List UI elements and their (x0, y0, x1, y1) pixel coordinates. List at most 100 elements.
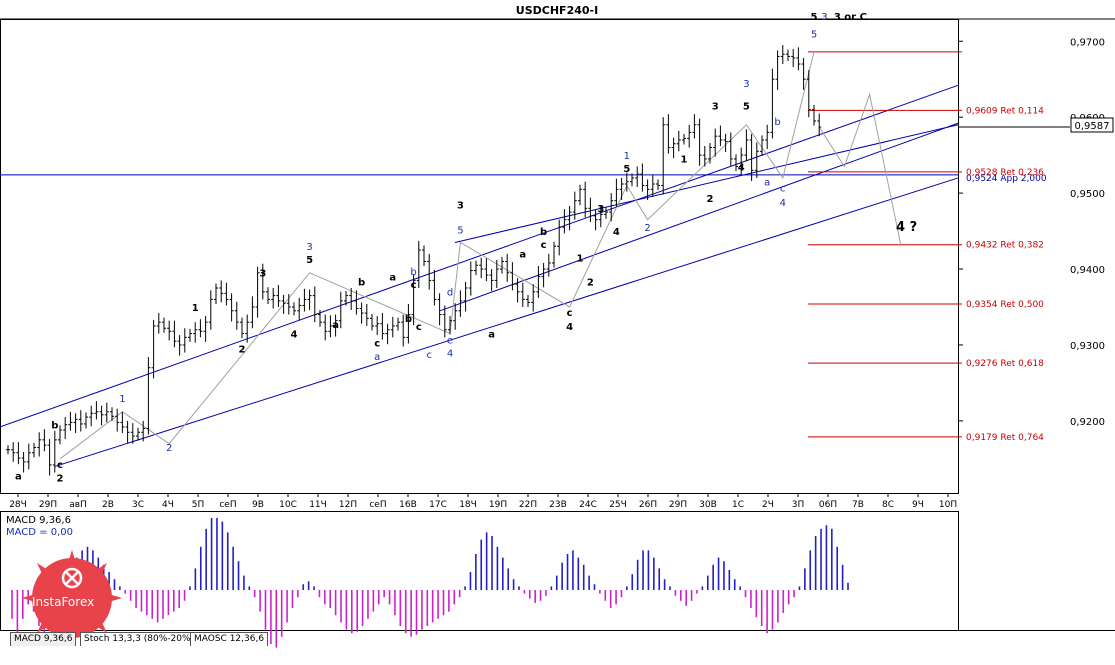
time-tick-label: 9Ч (912, 500, 924, 510)
candle (479, 257, 484, 279)
candle (432, 269, 437, 306)
candle (760, 135, 764, 156)
wave-label: 2 (587, 278, 594, 289)
candle (390, 316, 395, 338)
forecast-label: 4 ? (896, 220, 917, 235)
candle (359, 302, 364, 324)
wave-label: e (447, 335, 453, 346)
candle (349, 288, 354, 311)
candle (318, 310, 322, 327)
candle (37, 432, 42, 457)
candle (437, 293, 442, 326)
candle (593, 209, 598, 231)
time-tick-label: 24С (579, 500, 597, 510)
time-tick-label: 22П (519, 500, 537, 510)
time-tick-label: 7В (852, 500, 864, 510)
candle (817, 113, 822, 137)
wave-label: 1 (192, 303, 199, 314)
candle (609, 193, 614, 222)
candle (63, 417, 68, 440)
candle (702, 146, 707, 167)
candle (588, 197, 593, 222)
wave-label: 4 (291, 329, 298, 340)
candle (354, 290, 359, 315)
wave-label: a (389, 272, 396, 283)
wave-label: 1 (119, 394, 125, 405)
candle (718, 125, 723, 147)
wave-label: 3 (743, 79, 749, 90)
candle (141, 420, 146, 442)
candle (687, 124, 692, 148)
fib-level-label: 0,9276 Ret 0,618 (966, 359, 1044, 369)
wave-label: 2 (239, 345, 246, 356)
candle (650, 174, 655, 197)
candle (375, 316, 380, 336)
candle (489, 269, 494, 292)
wave-label: a (374, 352, 380, 363)
candle (765, 124, 770, 150)
indicator-tab[interactable]: MAOSC 12,36,6 (190, 632, 269, 646)
candle (188, 329, 192, 342)
candle (552, 241, 556, 268)
wave-label: b (540, 227, 547, 238)
candle (619, 177, 624, 200)
wave-label: c (426, 350, 432, 361)
candle (89, 405, 94, 427)
time-tick-label: 10П (939, 500, 957, 510)
candle (484, 258, 489, 282)
wave-label: 3 (306, 242, 312, 253)
indicator-tab[interactable]: MACD 9,36,6 (10, 632, 77, 646)
candle (515, 278, 520, 303)
wave-label: b (358, 278, 365, 289)
channel-lines (0, 84, 959, 467)
candle (328, 315, 333, 338)
macd-label-title: MACD 9,36,6 (6, 515, 71, 526)
candle (614, 178, 619, 207)
candle (578, 184, 582, 206)
time-tick-label: сеП (369, 500, 386, 510)
time-tick-label: авП (69, 500, 87, 510)
time-tick-label: 25Ч (609, 500, 627, 510)
wave-label: 3 or C (834, 12, 867, 23)
candle (546, 253, 551, 277)
candle (708, 142, 712, 164)
wave-label: 2 (166, 443, 172, 454)
candle (401, 314, 406, 347)
wave-label: 3 (597, 204, 604, 215)
wave-label: c (416, 322, 422, 333)
candle (406, 303, 411, 344)
time-tick-label: 17С (429, 500, 447, 510)
candle (557, 219, 562, 256)
candle (42, 429, 47, 452)
candle (364, 303, 369, 326)
candle (104, 402, 109, 423)
wave-label: a (764, 178, 770, 189)
projection-lines (59, 51, 902, 460)
candle (474, 260, 478, 276)
candle (302, 288, 307, 312)
fib-level-label: 0,9179 Ret 0,764 (966, 433, 1044, 443)
candle (52, 430, 57, 473)
candle (68, 411, 73, 431)
wave-label: 4 (780, 198, 786, 209)
candle (697, 118, 702, 166)
fib-level-label: 0,9354 Ret 0,500 (966, 300, 1044, 310)
candle (162, 317, 166, 333)
candle (344, 291, 348, 306)
fib-level-label: 0,9528 Ret 0,236 (966, 168, 1044, 178)
candle (645, 179, 650, 200)
candle (713, 128, 718, 157)
candle (676, 130, 681, 152)
candle (604, 207, 608, 219)
candle (255, 266, 260, 318)
candle (167, 320, 172, 341)
candle (224, 282, 229, 306)
indicator-tab[interactable]: Stoch 13,3,3 (80%-20%) (80, 632, 199, 646)
candle (453, 303, 458, 330)
candle (682, 133, 686, 145)
candle (531, 284, 536, 312)
candle (260, 263, 265, 300)
price-tick-label: 0,9700 (1070, 37, 1105, 48)
